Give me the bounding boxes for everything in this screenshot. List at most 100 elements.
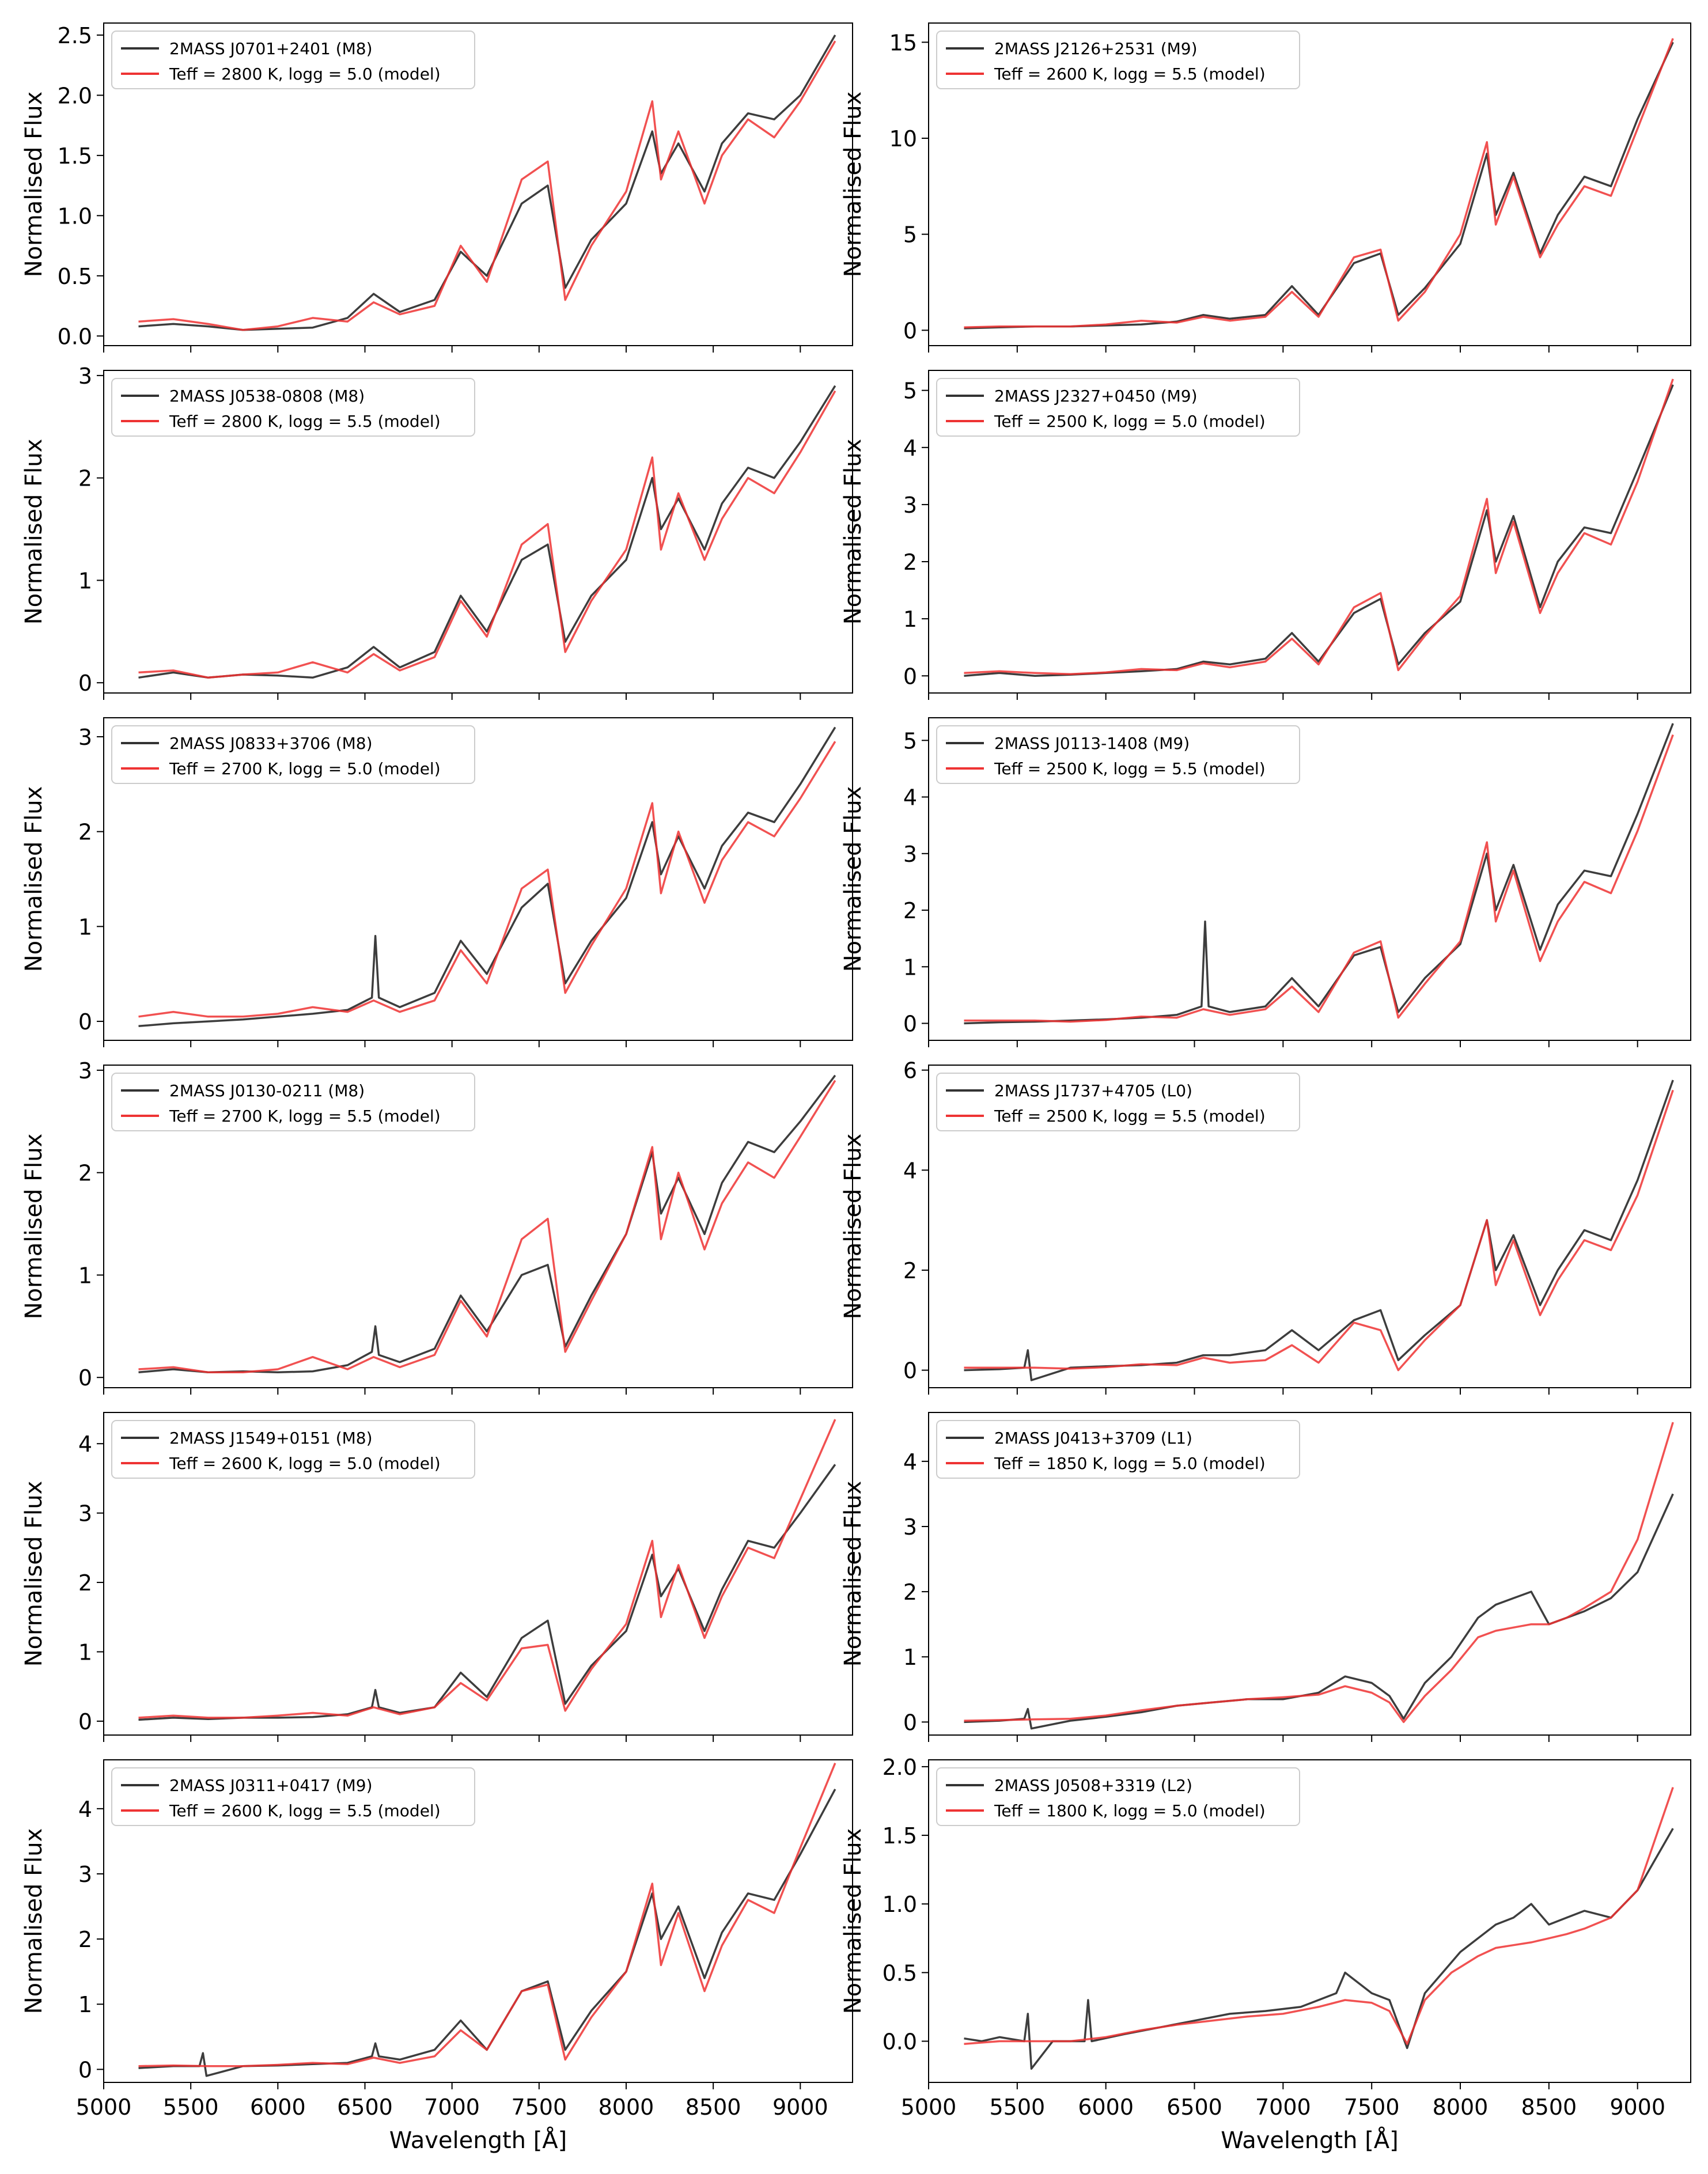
- series-line-observed: [964, 1080, 1674, 1381]
- axes-frame: [928, 1412, 1691, 1736]
- y-tick-label: 5: [903, 222, 917, 248]
- legend-label: 2MASS J0701+2401 (M8): [169, 39, 373, 58]
- panel-right-row1: 0 5 10 15 Normalised Flux 2MASS J2126+2531 (M…: [840, 22, 1691, 353]
- y-tick-label: 2: [903, 1580, 917, 1605]
- legend: 2MASS J0833+3706 (M8) Teff = 2700 K, logg…: [111, 725, 475, 784]
- y-tick-label: 0: [903, 664, 917, 689]
- legend-label: 2MASS J0413+3709 (L1): [994, 1429, 1192, 1448]
- legend-label: Teff = 2600 K, logg = 5.0 (model): [169, 1454, 441, 1473]
- axes-frame: [103, 1412, 853, 1736]
- legend-label: Teff = 2600 K, logg = 5.5 (model): [994, 65, 1266, 84]
- y-tick-label: 1: [78, 568, 92, 593]
- y-tick-label: 0.0: [58, 324, 92, 349]
- y-tick-label: 0: [78, 1709, 92, 1734]
- x-tick-label: 8500: [686, 2095, 741, 2120]
- y-tick-label: 3: [78, 363, 92, 389]
- y-axis-label: Normalised Flux: [21, 1828, 47, 2014]
- x-tick-label: 8000: [599, 2095, 654, 2120]
- y-tick-label: 3: [78, 1501, 92, 1527]
- y-tick-label: 0.0: [883, 2029, 917, 2055]
- legend-box: [936, 31, 1300, 89]
- panel-right-row2: 0 1 2 3 4 5 Normalised Flux 2MASS J2327+0450 (M…: [840, 370, 1691, 700]
- y-tick-label: 2.0: [58, 83, 92, 108]
- panel-left-row2: 0 1 2 3 Normalised Flux 2MASS J0538-0808 (M8)…: [21, 363, 853, 700]
- y-tick-label: 2.5: [58, 23, 92, 48]
- y-tick-label: 1: [78, 1992, 92, 2017]
- legend-label: 2MASS J0833+3706 (M8): [169, 734, 373, 753]
- legend-box: [936, 1767, 1300, 1826]
- y-axis-label: Normalised Flux: [840, 1828, 866, 2014]
- legend-label: 2MASS J0508+3319 (L2): [994, 1776, 1192, 1795]
- y-tick-label: 4: [78, 1431, 92, 1457]
- legend-label: Teff = 2700 K, logg = 5.5 (model): [169, 1107, 441, 1126]
- y-tick-label: 2: [78, 1570, 92, 1596]
- panel-right-row5: 0 1 2 3 4 Normalised Flux 2MASS J0413+3709 (L1…: [840, 1412, 1691, 1742]
- legend-box: [936, 1420, 1300, 1479]
- y-tick-label: 3: [903, 842, 917, 867]
- y-tick-label: 1: [78, 1263, 92, 1288]
- x-axis-label: Wavelength [Å]: [1221, 2126, 1399, 2154]
- legend-label: 2MASS J2327+0450 (M9): [994, 387, 1198, 406]
- x-tick-label: 6000: [250, 2095, 306, 2120]
- y-tick-label: 1: [903, 955, 917, 980]
- panel-left-row3: 0 1 2 3 Normalised Flux 2MASS J0833+3706 (M8)…: [21, 717, 853, 1047]
- axes-frame: [103, 1065, 853, 1388]
- x-axis-label: Wavelength [Å]: [389, 2126, 567, 2154]
- series-line-observed: [138, 1074, 836, 1374]
- x-tick-label: 6500: [337, 2095, 393, 2120]
- y-axis-label: Normalised Flux: [21, 1134, 47, 1320]
- legend: 2MASS J1549+0151 (M8) Teff = 2600 K, logg…: [111, 1420, 475, 1479]
- x-tick-label: 5500: [989, 2095, 1045, 2120]
- legend-box: [936, 378, 1300, 437]
- series-line-model: [964, 1089, 1674, 1372]
- legend: 2MASS J0508+3319 (L2) Teff = 1800 K, logg…: [936, 1767, 1300, 1826]
- y-axis-label: Normalised Flux: [840, 1134, 866, 1320]
- legend-label: Teff = 2500 K, logg = 5.0 (model): [994, 412, 1266, 431]
- panel-right-row4: 0 2 4 6 Normalised Flux 2MASS J1737+4705 (L0)…: [840, 1058, 1691, 1395]
- axes-frame: [928, 717, 1691, 1041]
- series-line-observed: [138, 726, 836, 1028]
- y-axis-label: Normalised Flux: [21, 92, 47, 278]
- y-tick-label: 0: [78, 671, 92, 696]
- axes-frame: [928, 1065, 1691, 1388]
- y-tick-label: 3: [78, 1058, 92, 1084]
- legend-label: Teff = 2800 K, logg = 5.0 (model): [169, 65, 441, 84]
- y-tick-label: 4: [903, 785, 917, 810]
- series-line-model: [964, 1422, 1674, 1724]
- axes-frame: [928, 22, 1691, 346]
- legend-label: 2MASS J0130-0211 (M8): [169, 1081, 365, 1100]
- y-tick-label: 3: [78, 725, 92, 750]
- legend: 2MASS J2126+2531 (M9) Teff = 2600 K, logg…: [936, 31, 1300, 89]
- axes-frame: [928, 370, 1691, 694]
- series-line-observed: [138, 1789, 836, 2077]
- series-line-observed: [138, 385, 836, 679]
- x-tick-label: 7000: [424, 2095, 480, 2120]
- legend-box: [111, 1420, 475, 1479]
- axes-frame: [103, 717, 853, 1041]
- series-line-model: [964, 1787, 1674, 2046]
- y-tick-label: 2: [78, 1927, 92, 1952]
- x-tick-label: 8000: [1433, 2095, 1489, 2120]
- legend-label: Teff = 2800 K, logg = 5.5 (model): [169, 412, 441, 431]
- x-tick-label: 5500: [163, 2095, 219, 2120]
- y-tick-label: 4: [903, 1449, 917, 1475]
- legend: 2MASS J1737+4705 (L0) Teff = 2500 K, logg…: [936, 1073, 1300, 1131]
- y-tick-label: 15: [889, 30, 917, 55]
- y-tick-label: 2: [78, 466, 92, 491]
- legend: 2MASS J0113-1408 (M9) Teff = 2500 K, logg…: [936, 725, 1300, 784]
- legend-label: 2MASS J1737+4705 (L0): [994, 1081, 1192, 1100]
- legend: 2MASS J2327+0450 (M9) Teff = 2500 K, logg…: [936, 378, 1300, 437]
- y-axis-label: Normalised Flux: [21, 439, 47, 625]
- panel-left-row4: 0 1 2 3 Normalised Flux 2MASS J0130-0211 (M8)…: [21, 1058, 853, 1395]
- axes-frame: [103, 370, 853, 694]
- y-tick-label: 2.0: [883, 1755, 917, 1780]
- y-tick-label: 1.5: [883, 1823, 917, 1849]
- y-tick-label: 5: [903, 378, 917, 404]
- y-tick-label: 1: [903, 1645, 917, 1670]
- y-tick-label: 3: [78, 1862, 92, 1887]
- x-tick-label: 6500: [1167, 2095, 1222, 2120]
- y-axis-label: Normalised Flux: [21, 786, 47, 972]
- y-tick-label: 0.5: [58, 264, 92, 289]
